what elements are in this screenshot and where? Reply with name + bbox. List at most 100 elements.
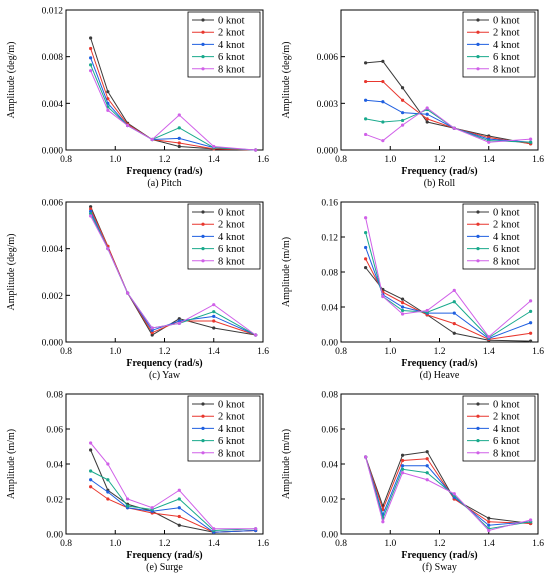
- x-tick-label: 1.4: [483, 539, 495, 549]
- data-point: [452, 300, 456, 304]
- data-point: [212, 319, 216, 323]
- legend-marker: [476, 18, 480, 22]
- legend-marker: [476, 234, 480, 238]
- data-point: [425, 106, 429, 110]
- x-tick-label: 0.8: [335, 155, 347, 165]
- data-point: [89, 214, 93, 218]
- data-point: [106, 108, 110, 112]
- data-point: [89, 205, 93, 209]
- data-point: [400, 118, 405, 123]
- x-tick-label: 1.0: [109, 347, 121, 357]
- legend-label: 2 knot: [218, 220, 245, 231]
- x-tick-label: 1.2: [434, 539, 446, 549]
- data-point: [400, 86, 405, 90]
- data-point: [177, 319, 181, 323]
- data-point: [89, 469, 93, 473]
- y-tick-label: 0.006: [317, 53, 339, 63]
- legend-marker: [201, 222, 205, 226]
- data-point: [150, 326, 154, 330]
- y-tick-label: 0.08: [321, 391, 338, 401]
- legend-marker: [476, 222, 480, 226]
- legend-marker: [201, 67, 205, 71]
- y-tick-label: 0.006: [42, 199, 64, 209]
- data-point: [106, 247, 110, 251]
- data-point: [177, 317, 181, 321]
- chart-panel-5: 0.8 1.0 1.2 1.4 1.6 0.00 0.02 0.04 0.06 0.08 Frequ…: [281, 391, 544, 574]
- series-line-0: [90, 449, 256, 533]
- x-axis-label: Frequency (rad/s): [401, 550, 477, 561]
- data-point: [89, 63, 93, 67]
- panel-caption: (b) Roll: [424, 178, 456, 189]
- data-point: [177, 523, 181, 527]
- data-point: [400, 308, 405, 313]
- data-point: [364, 61, 368, 65]
- legend-marker: [201, 30, 205, 34]
- data-point: [452, 311, 456, 315]
- data-point: [177, 488, 181, 492]
- legend-label: 2 knot: [493, 28, 520, 39]
- y-tick-label: 0.003: [317, 100, 339, 110]
- legend-marker: [201, 210, 205, 214]
- data-point: [177, 126, 181, 130]
- data-point: [364, 132, 368, 137]
- x-tick-label: 1.2: [434, 347, 446, 357]
- y-axis-label: Amplitude (m/m): [281, 237, 292, 307]
- y-tick-label: 0.04: [46, 461, 63, 471]
- data-point: [212, 303, 216, 307]
- data-point: [400, 123, 405, 127]
- legend-label: 6 knot: [218, 52, 245, 63]
- chart-panel-1: 0.8 1.0 1.2 1.4 1.6 0.000 0.003 0.006 Frequency …: [281, 9, 544, 189]
- data-point: [212, 527, 216, 531]
- legend-label: 8 knot: [218, 256, 245, 267]
- legend-label: 8 knot: [493, 256, 520, 267]
- y-axis-label: Amplitude (deg/m): [6, 234, 17, 311]
- y-tick-label: 0.00: [46, 531, 63, 541]
- legend-marker: [201, 451, 205, 455]
- y-tick-label: 0.004: [42, 100, 64, 110]
- data-point: [487, 520, 491, 524]
- y-tick-label: 0.04: [321, 461, 338, 471]
- legend-marker: [201, 439, 205, 443]
- data-point: [381, 59, 385, 63]
- data-point: [89, 448, 93, 452]
- y-axis-label: Amplitude (deg/m): [6, 42, 17, 119]
- data-point: [177, 136, 181, 140]
- legend-marker: [201, 402, 205, 406]
- data-point: [89, 441, 93, 445]
- data-point: [89, 478, 93, 482]
- data-point: [400, 464, 405, 468]
- legend-label: 8 knot: [493, 448, 520, 459]
- y-tick-label: 0.16: [321, 199, 338, 209]
- legend-marker: [476, 402, 480, 406]
- data-point: [89, 56, 93, 60]
- y-tick-label: 0.08: [321, 269, 338, 279]
- data-point: [364, 216, 368, 220]
- data-point: [106, 478, 110, 482]
- series-line-3: [365, 456, 531, 530]
- data-point: [425, 112, 429, 116]
- data-point: [452, 492, 456, 496]
- legend-marker: [201, 42, 205, 47]
- series-line-2: [90, 479, 256, 533]
- data-point: [106, 497, 110, 501]
- data-point: [150, 331, 154, 335]
- data-point: [364, 79, 368, 84]
- chart-panel-4: 0.8 1.0 1.2 1.4 1.6 0.00 0.02 0.04 0.06 0.08 Frequ…: [6, 391, 269, 574]
- legend-marker: [476, 426, 480, 430]
- data-point: [400, 111, 405, 115]
- legend-label: 0 knot: [218, 16, 245, 27]
- data-point: [212, 310, 216, 314]
- y-tick-label: 0.012: [42, 7, 64, 17]
- legend-label: 6 knot: [218, 244, 245, 255]
- legend-marker: [476, 451, 480, 455]
- x-tick-label: 0.8: [335, 347, 347, 357]
- data-point: [150, 333, 154, 337]
- legend-label: 0 knot: [218, 208, 245, 219]
- data-point: [400, 453, 405, 457]
- y-tick-label: 0.04: [321, 304, 338, 314]
- data-point: [529, 339, 533, 343]
- series-line-0: [365, 451, 531, 524]
- data-point: [452, 331, 456, 335]
